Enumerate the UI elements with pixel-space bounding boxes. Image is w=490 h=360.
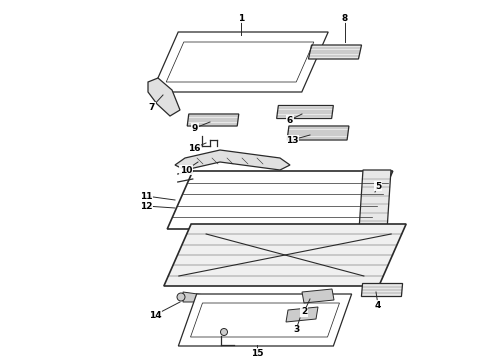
- Polygon shape: [277, 105, 333, 118]
- Polygon shape: [286, 307, 318, 322]
- Polygon shape: [362, 284, 403, 297]
- Text: 13: 13: [286, 135, 298, 144]
- Polygon shape: [164, 224, 406, 286]
- Text: 11: 11: [140, 192, 152, 201]
- Polygon shape: [309, 45, 362, 59]
- Polygon shape: [359, 170, 391, 230]
- Text: 2: 2: [301, 307, 307, 316]
- Text: 14: 14: [148, 310, 161, 320]
- Polygon shape: [167, 171, 393, 229]
- Polygon shape: [302, 289, 334, 303]
- Polygon shape: [183, 292, 205, 302]
- Polygon shape: [178, 294, 352, 346]
- Text: 1: 1: [238, 14, 244, 23]
- Text: 5: 5: [375, 181, 381, 190]
- Text: 16: 16: [188, 144, 200, 153]
- Circle shape: [220, 328, 227, 336]
- Polygon shape: [152, 32, 328, 92]
- Text: 4: 4: [375, 301, 381, 310]
- Text: 7: 7: [149, 103, 155, 112]
- Text: 6: 6: [287, 116, 293, 125]
- Text: 8: 8: [342, 14, 348, 23]
- Text: 12: 12: [140, 202, 152, 211]
- Polygon shape: [148, 78, 180, 116]
- Text: 15: 15: [251, 348, 263, 357]
- Text: 3: 3: [293, 325, 299, 334]
- Polygon shape: [175, 150, 290, 170]
- Text: 10: 10: [180, 166, 192, 175]
- Polygon shape: [287, 126, 349, 140]
- Polygon shape: [187, 114, 239, 126]
- Text: 9: 9: [192, 123, 198, 132]
- Circle shape: [177, 293, 185, 301]
